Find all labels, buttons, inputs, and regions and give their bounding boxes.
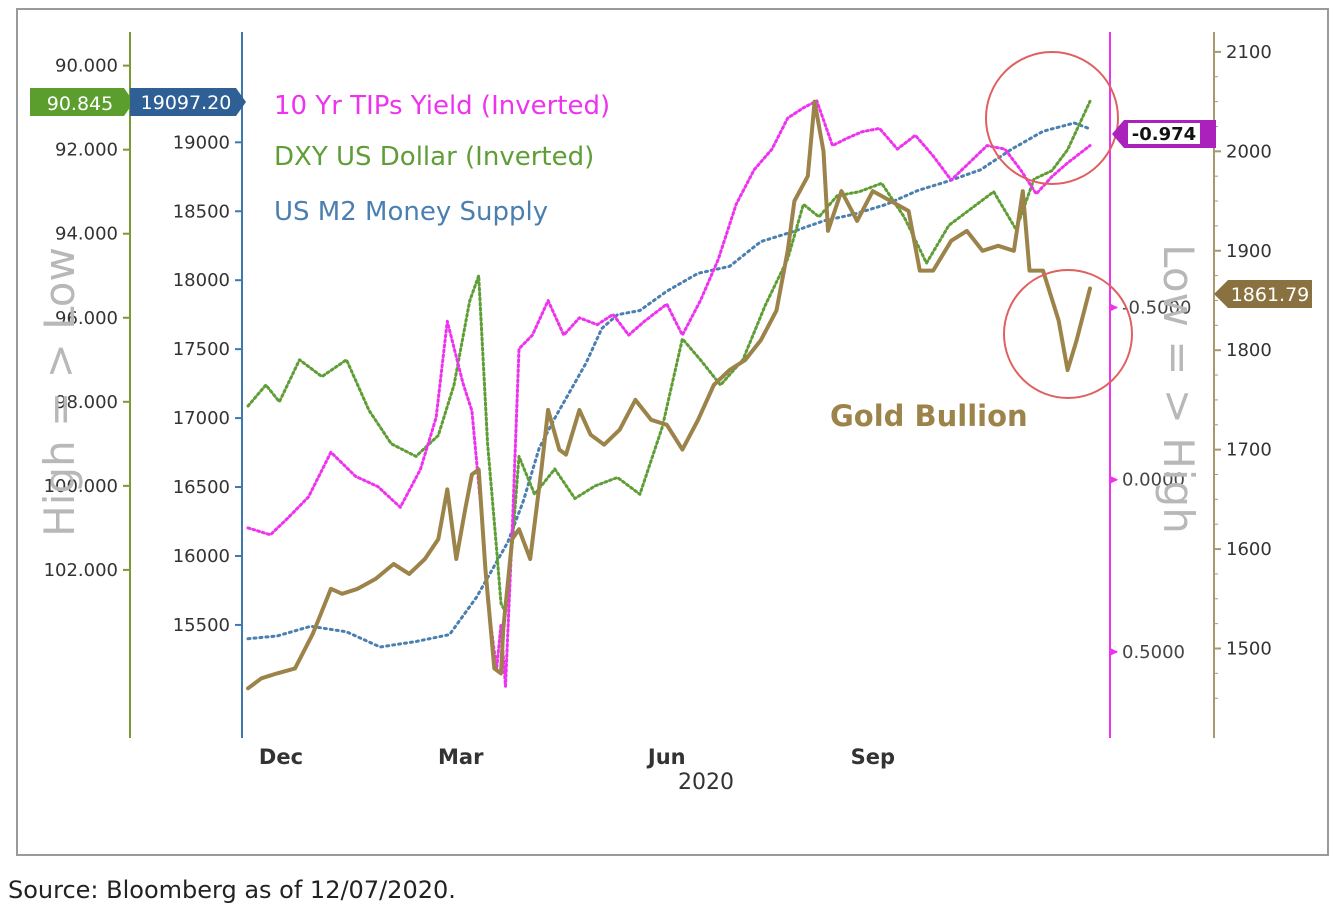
gold-last-value: 1861.79: [1231, 284, 1310, 306]
dxy-tick-label: 98.000: [55, 392, 118, 413]
dxy-tick-label: 96.000: [55, 308, 118, 329]
tips-tick-marker: [1110, 647, 1118, 656]
m2-last-value-tag: 19097.20: [130, 88, 246, 116]
tips-tick-label: 0.0000: [1122, 470, 1185, 491]
dxy-last-value-tag: 90.845: [30, 88, 134, 116]
dxy-last-value: 90.845: [47, 93, 113, 115]
year-label: 2020: [678, 770, 734, 795]
m2-tick-label: 15500: [173, 615, 230, 636]
legend-m2: US M2 Money Supply: [274, 197, 548, 227]
gold-tick-label: 2100: [1226, 42, 1272, 63]
side-label-right: Low = > High: [1154, 244, 1203, 534]
gold-tick-label: 1600: [1226, 539, 1272, 560]
chart-frame: 90.000 92.000 94.000 96.000 98.000 100.000 102…: [16, 8, 1329, 856]
x-tick-label: Jun: [646, 745, 686, 769]
gold-tick-label: 1900: [1226, 241, 1272, 262]
dxy-tick-label: 92.000: [55, 140, 118, 161]
dxy-tick-label: 90.000: [55, 56, 118, 77]
gold-tick-label: 1500: [1226, 639, 1272, 660]
gold-tick-label: 1800: [1226, 340, 1272, 361]
tips-tick-marker: [1110, 303, 1118, 312]
tips-series-line: [246, 99, 1092, 688]
m2-tick-label: 18500: [173, 201, 230, 222]
dxy-tick-label: 102.000: [44, 560, 118, 581]
gold-last-value-tag: 1861.79: [1214, 280, 1312, 308]
tips-tick-label: 0.5000: [1122, 642, 1185, 663]
legend-dxy: DXY US Dollar (Inverted): [274, 142, 594, 172]
side-label-left: High = > Low: [35, 247, 84, 537]
dxy-series-line: [246, 99, 1092, 614]
highlight-circle-top: [985, 51, 1119, 185]
tips-tick-label: -0.5000: [1122, 298, 1191, 319]
m2-last-value: 19097.20: [141, 92, 232, 114]
m2-tick-label: 17000: [173, 408, 230, 429]
dxy-tick-label: 100.000: [44, 476, 118, 497]
tips-last-value-tag: -0.974: [1112, 120, 1216, 148]
dxy-tick-label: 94.000: [55, 224, 118, 245]
x-tick-label: Mar: [438, 745, 484, 769]
tips-tick-marker: [1110, 475, 1118, 484]
source-note: Source: Bloomberg as of 12/07/2020.: [8, 876, 456, 904]
x-tick-label: Dec: [259, 745, 303, 769]
m2-tick-label: 16000: [173, 546, 230, 567]
m2-tick-label: 17500: [173, 339, 230, 360]
gold-series-line: [246, 99, 1092, 691]
gold-bullion-label: Gold Bullion: [830, 399, 1028, 433]
tips-last-value: -0.974: [1132, 124, 1196, 145]
legend-tips: 10 Yr TIPs Yield (Inverted): [274, 91, 610, 121]
m2-series-line: [246, 121, 1092, 649]
x-tick-label: Sep: [851, 745, 895, 769]
m2-tick-label: 18000: [173, 270, 230, 291]
highlight-circle-bottom: [1003, 269, 1133, 399]
gold-tick-label: 1700: [1226, 440, 1272, 461]
chart: 90.000 92.000 94.000 96.000 98.000 100.000 102…: [30, 32, 1312, 795]
gold-tick-label: 2000: [1226, 141, 1272, 162]
m2-tick-label: 19000: [173, 132, 230, 153]
m2-tick-label: 16500: [173, 477, 230, 498]
